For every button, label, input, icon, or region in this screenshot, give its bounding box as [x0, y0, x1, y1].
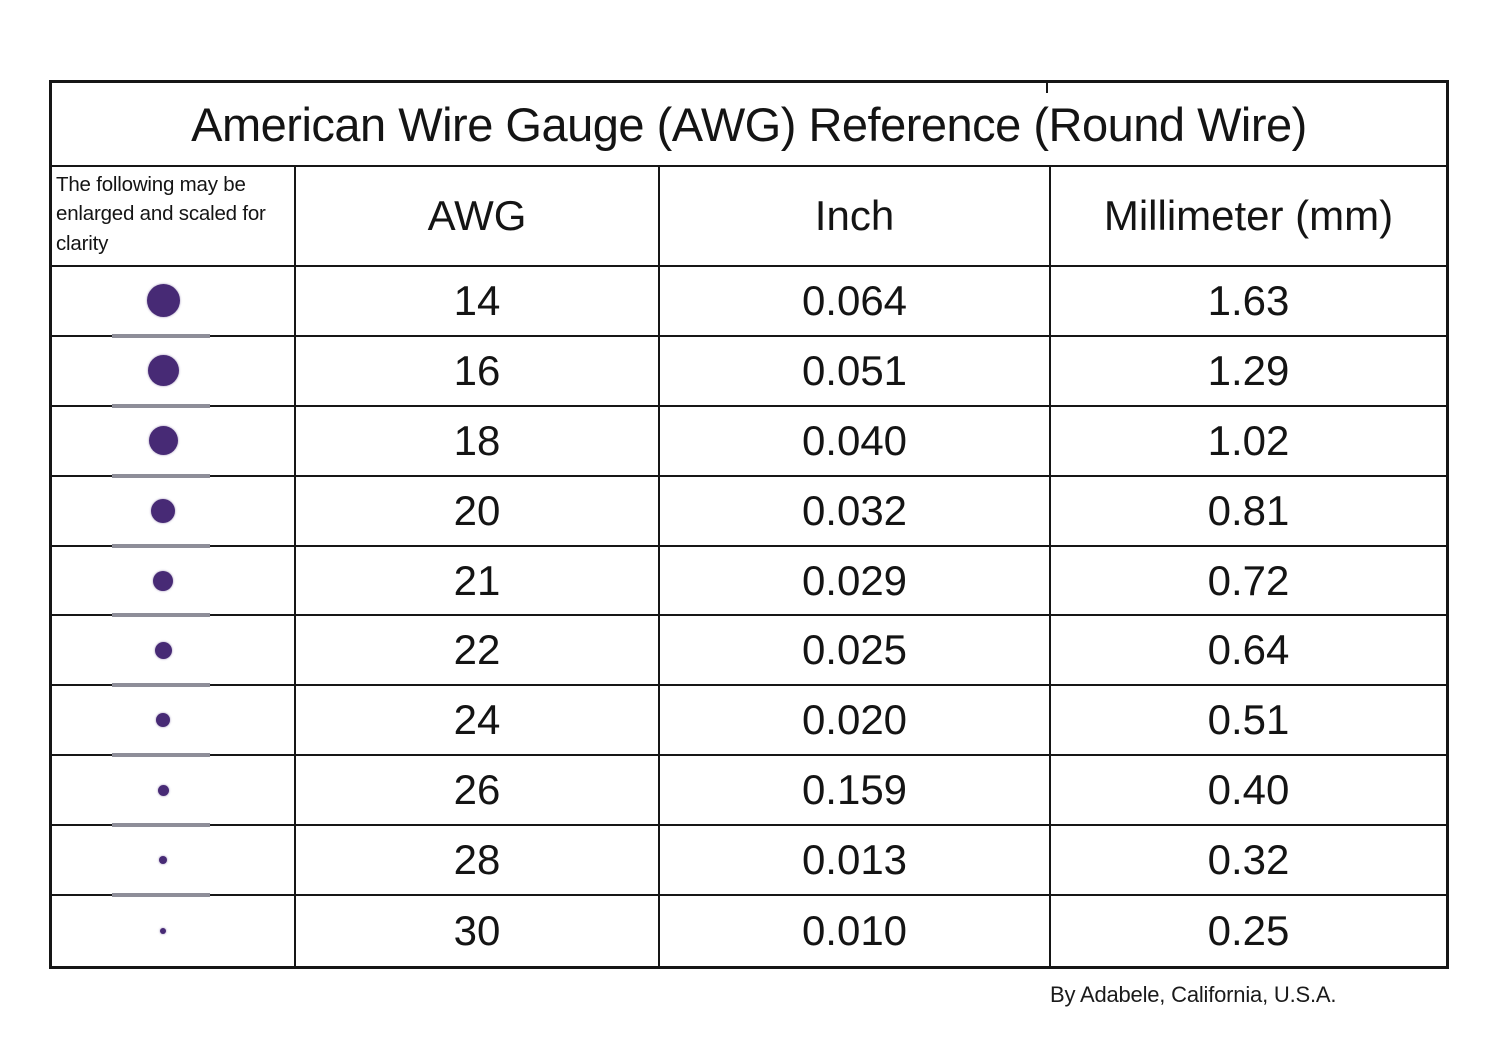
inch-value: 0.020: [660, 686, 1051, 757]
wire-gauge-dot: [153, 570, 173, 591]
mm-value: 0.40: [1051, 756, 1446, 827]
mm-value: 1.29: [1051, 336, 1446, 407]
divider-artifact: [112, 753, 210, 758]
mm-value: 0.72: [1051, 546, 1446, 617]
divider-artifact: [112, 893, 210, 898]
mm-value: 0.32: [1051, 826, 1446, 897]
inch-value: 0.025: [660, 616, 1051, 687]
divider-artifact: [112, 823, 210, 828]
border-artifact: [1046, 83, 1048, 93]
inch-value: 0.010: [660, 896, 1051, 966]
mm-value: 0.25: [1051, 896, 1446, 966]
mm-value: 0.64: [1051, 616, 1446, 687]
wire-gauge-dot: [146, 284, 180, 318]
wire-gauge-dot: [159, 856, 167, 865]
wire-gauge-dot: [157, 784, 169, 796]
awg-table: American Wire Gauge (AWG) Reference (Rou…: [49, 80, 1449, 969]
wire-dot-cell: [52, 267, 296, 338]
credit-text: By Adabele, California, U.S.A.: [1050, 982, 1337, 1007]
wire-gauge-dot: [156, 713, 170, 728]
awg-value: 28: [296, 826, 660, 897]
inch-value: 0.040: [660, 406, 1051, 477]
inch-value: 0.013: [660, 826, 1051, 897]
inch-value: 0.029: [660, 546, 1051, 617]
inch-value: 0.051: [660, 336, 1051, 407]
divider-artifact: [112, 403, 210, 408]
divider-artifact: [112, 683, 210, 688]
wire-dot-cell: [52, 756, 296, 828]
awg-value: 14: [296, 267, 660, 337]
divider-artifact: [112, 473, 210, 478]
mm-value: 1.02: [1051, 406, 1446, 477]
wire-dot-cell: [52, 406, 296, 478]
awg-value: 16: [296, 336, 660, 407]
inch-value: 0.159: [660, 756, 1051, 827]
mm-value: 0.51: [1051, 686, 1446, 757]
wire-dot-cell: [52, 336, 296, 408]
awg-value: 21: [296, 546, 660, 617]
wire-gauge-dot: [151, 498, 175, 523]
divider-artifact: [112, 333, 210, 338]
note-text: The following may be enlarged and scaled…: [52, 167, 296, 267]
wire-dot-cell: [52, 546, 296, 618]
wire-dot-cell: [52, 476, 296, 548]
divider-artifact: [112, 543, 210, 548]
column-header-awg: AWG: [296, 167, 660, 267]
wire-dot-cell: [52, 616, 296, 688]
wire-gauge-dot: [147, 355, 179, 387]
inch-value: 0.032: [660, 476, 1051, 547]
awg-value: 22: [296, 616, 660, 687]
wire-dot-cell: [52, 826, 296, 898]
awg-value: 30: [296, 896, 660, 966]
awg-value: 24: [296, 686, 660, 757]
table-title-text: American Wire Gauge (AWG) Reference (Rou…: [191, 97, 1307, 151]
awg-value: 26: [296, 756, 660, 827]
awg-value: 20: [296, 476, 660, 547]
table-title: American Wire Gauge (AWG) Reference (Rou…: [52, 83, 1446, 167]
wire-gauge-dot: [160, 927, 166, 934]
column-header-mm: Millimeter (mm): [1051, 167, 1446, 267]
wire-dot-cell: [52, 686, 296, 758]
column-header-inch: Inch: [660, 167, 1051, 267]
mm-value: 0.81: [1051, 476, 1446, 547]
wire-dot-cell: [52, 896, 296, 966]
awg-value: 18: [296, 406, 660, 477]
wire-gauge-dot: [148, 426, 178, 456]
wire-gauge-dot: [154, 641, 172, 659]
mm-value: 1.63: [1051, 267, 1446, 337]
divider-artifact: [112, 613, 210, 618]
inch-value: 0.064: [660, 267, 1051, 337]
